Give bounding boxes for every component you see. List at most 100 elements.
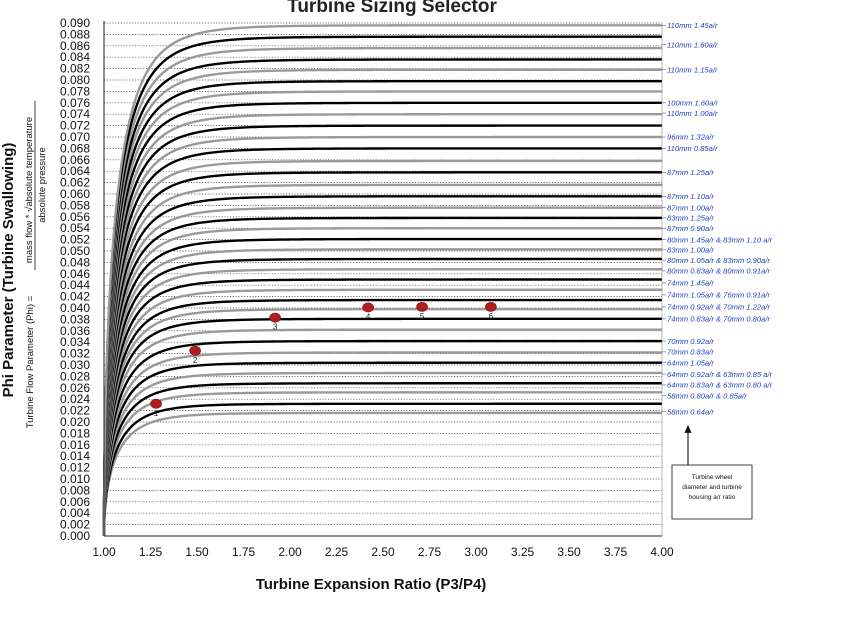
curve-line <box>102 79 662 537</box>
y-axis-formula-denominator: absolute pressure <box>37 147 48 223</box>
y-tick-label: 0.038 <box>60 312 90 326</box>
curve-label: 87mm 1.25a/r <box>667 168 714 177</box>
curve-label: 64mm 1.05a/r <box>667 358 714 367</box>
y-tick-label: 0.006 <box>60 495 90 509</box>
curve-label: 64mm 0.83a/r & 63mm 0.80 a/r <box>667 381 773 390</box>
curve-line <box>102 171 662 537</box>
x-tick-label: 3.25 <box>511 545 535 559</box>
y-tick-label: 0.040 <box>60 301 90 315</box>
curve-line <box>102 58 662 537</box>
x-tick-label: 3.75 <box>604 545 628 559</box>
x-tick-label: 1.75 <box>232 545 256 559</box>
curve-line <box>102 402 662 537</box>
operating-point-label: 6 <box>489 312 494 321</box>
annotation-text: housing a/r ratio <box>689 494 736 501</box>
annotation-box <box>671 464 753 520</box>
curve-line <box>102 68 662 537</box>
y-tick-label: 0.064 <box>60 164 90 178</box>
y-tick-label: 0.080 <box>60 73 90 87</box>
x-tick-label: 1.25 <box>139 545 163 559</box>
curve-label: 58mm 0.64a/r <box>667 407 714 416</box>
curve-line <box>102 391 662 537</box>
y-tick-label: 0.034 <box>60 335 90 349</box>
curve-line <box>102 113 662 537</box>
curve-label: 83mm 1.25a/r <box>667 214 714 223</box>
curve-line <box>102 216 662 537</box>
curve-label: 110mm 1.45a/r <box>667 21 718 30</box>
curve-line <box>102 147 662 537</box>
curve-line <box>102 183 662 537</box>
curve-line <box>102 317 662 537</box>
operating-point <box>269 312 281 323</box>
y-tick-label: 0.070 <box>60 130 90 144</box>
y-tick-label: 0.002 <box>60 518 90 532</box>
curve-line <box>102 46 662 537</box>
operating-point-label: 3 <box>273 323 278 332</box>
curve-label: 87mm 1.10a/r <box>667 192 714 201</box>
y-tick-label: 0.010 <box>60 472 90 486</box>
curve-line <box>102 278 662 537</box>
axes <box>103 21 663 537</box>
curve-line <box>102 268 662 537</box>
y-tick-label: 0.032 <box>60 347 90 361</box>
y-tick-label: 0.020 <box>60 415 90 429</box>
operating-point <box>416 301 428 312</box>
y-tick-label: 0.062 <box>60 176 90 190</box>
y-tick-label: 0.084 <box>60 50 90 64</box>
y-tick-label: 0.004 <box>60 506 90 520</box>
curve-line <box>102 307 662 537</box>
curve-label: 74mm 0.83a/r & 70mm 0.80a/r <box>667 315 770 324</box>
curve-line <box>102 288 662 537</box>
y-tick-label: 0.090 <box>60 16 90 30</box>
curve-group <box>102 24 662 537</box>
y-tick-label: 0.054 <box>60 221 90 235</box>
curve-line <box>102 135 662 537</box>
y-tick-label: 0.066 <box>60 153 90 167</box>
chart-title: Turbine Sizing Selector <box>287 0 497 17</box>
y-tick-label: 0.050 <box>60 244 90 258</box>
y-tick-label: 0.088 <box>60 27 90 41</box>
y-tick-label: 0.048 <box>60 255 90 269</box>
operating-point <box>189 345 201 356</box>
curve-labels: 110mm 1.45a/r 110mm 1.60a/r 110mm 1.15a/r 1… <box>662 21 773 416</box>
operating-point-label: 2 <box>193 356 198 365</box>
y-tick-label: 0.078 <box>60 84 90 98</box>
y-tick-label: 0.012 <box>60 461 90 475</box>
y-tick-label: 0.072 <box>60 119 90 133</box>
y-tick-label: 0.016 <box>60 438 90 452</box>
y-axis-formula-numerator: mass flow * √absolute temperature <box>24 117 35 263</box>
y-tick-label: 0.008 <box>60 483 90 497</box>
curve-label: 80mm 1.45a/r & 83mm 1.10 a/r <box>667 235 773 244</box>
y-axis-label: Phi Parameter (Turbine Swallowing) <box>0 143 17 398</box>
curve-line <box>102 195 662 537</box>
curve-label: 58mm 0.80a/r & 0.85a/r <box>667 391 747 400</box>
y-tick-label: 0.058 <box>60 198 90 212</box>
curve-label: 110mm 0.85a/r <box>667 144 718 153</box>
y-tick-label: 0.042 <box>60 290 90 304</box>
x-axis-label: Turbine Expansion Ratio (P3/P4) <box>256 576 487 593</box>
y-tick-label: 0.056 <box>60 210 90 224</box>
y-tick-label: 0.086 <box>60 39 90 53</box>
x-tick-label: 3.00 <box>464 545 488 559</box>
y-tick-label: 0.074 <box>60 107 90 121</box>
operating-point <box>362 302 374 313</box>
x-tick-label: 2.50 <box>371 545 395 559</box>
x-tick-label: 2.25 <box>325 545 349 559</box>
operating-point-label: 4 <box>366 312 371 321</box>
curve-label: 87mm 0.90a/r <box>667 224 714 233</box>
annotation-text: diameter and turbine <box>682 484 742 491</box>
curve-label: 80mm 0.83a/r & 80mm 0.91a/r <box>667 267 770 276</box>
y-tick-label: 0.014 <box>60 449 90 463</box>
operating-point <box>150 398 162 409</box>
curve-label: 74mm 1.45a/r <box>667 279 714 288</box>
curve-label: 110mm 1.15a/r <box>667 65 718 74</box>
curve-line <box>102 328 662 537</box>
curve-label: 64mm 0.92a/r & 63mm 0.85 a/r <box>667 370 773 379</box>
curve-line <box>102 90 662 537</box>
y-tick-label: 0.030 <box>60 358 90 372</box>
operating-point <box>485 301 497 312</box>
curve-line <box>102 382 662 537</box>
y-tick-label: 0.018 <box>60 426 90 440</box>
